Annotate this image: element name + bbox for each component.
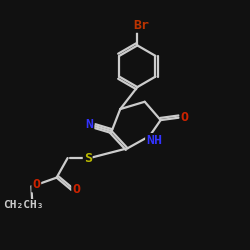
Text: NH: NH xyxy=(146,134,162,147)
Text: O: O xyxy=(180,111,188,124)
Text: Br: Br xyxy=(133,19,149,32)
Text: N: N xyxy=(86,118,94,130)
Text: S: S xyxy=(84,152,92,164)
Text: O: O xyxy=(72,184,80,196)
Text: O: O xyxy=(32,178,40,192)
Text: CH₂CH₃: CH₂CH₃ xyxy=(3,200,44,209)
